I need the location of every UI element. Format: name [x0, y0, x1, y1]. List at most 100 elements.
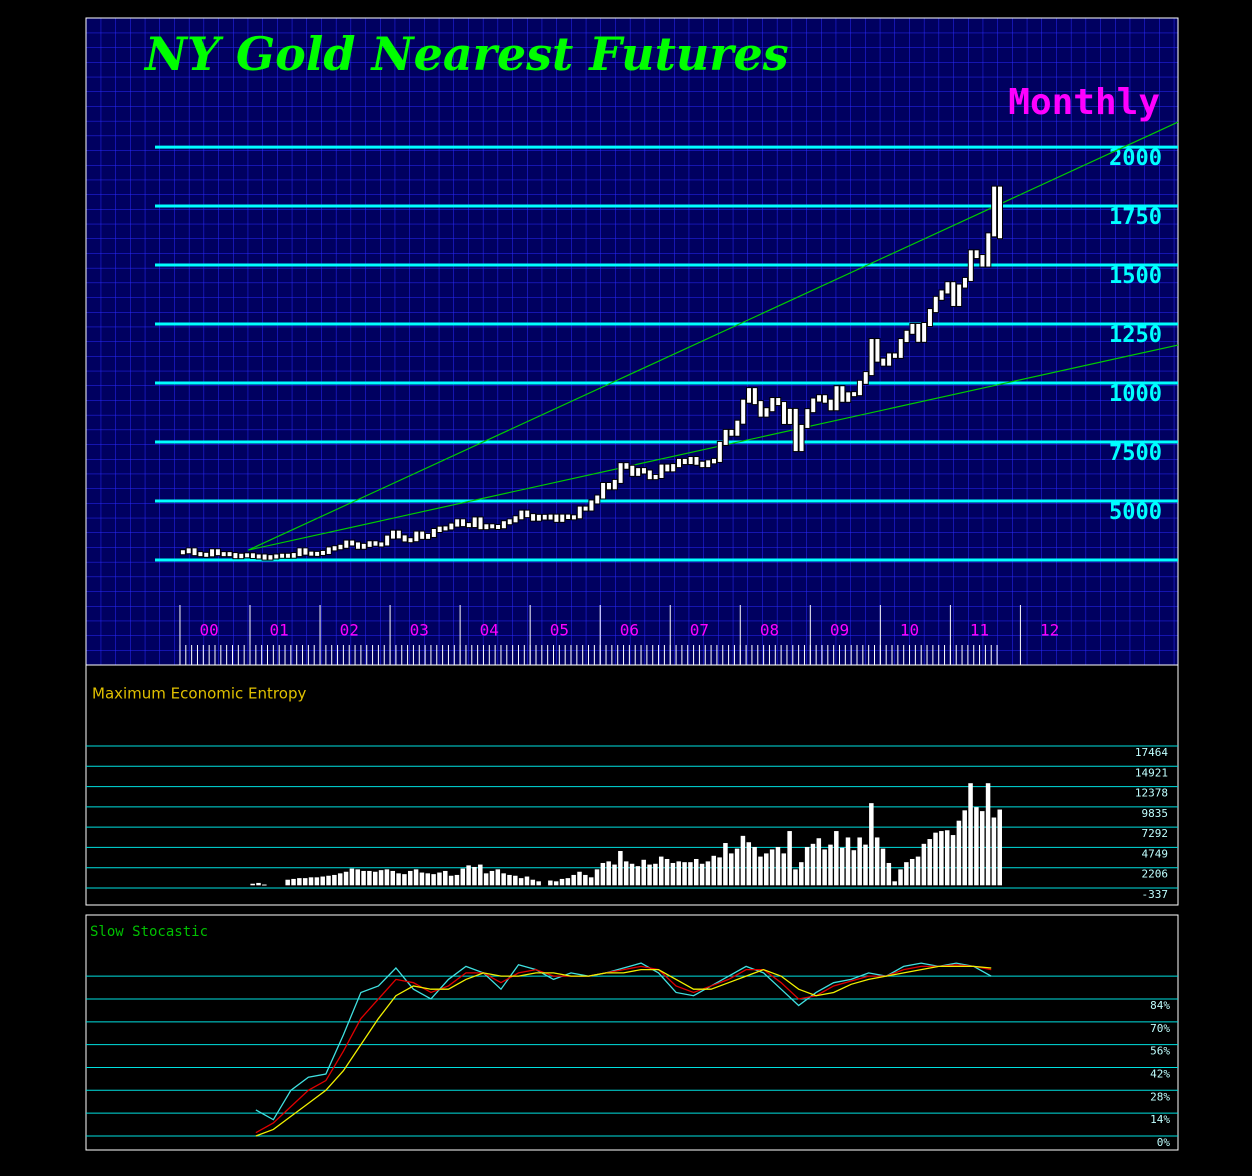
price-bar	[314, 550, 321, 557]
bar	[886, 862, 892, 886]
price-bar	[775, 397, 782, 407]
bar	[431, 874, 436, 886]
price-bar	[605, 481, 612, 491]
price-bar	[810, 397, 817, 414]
price-bar	[267, 554, 274, 561]
price-bar	[961, 276, 968, 289]
price-bar	[833, 385, 840, 412]
bar	[641, 859, 646, 886]
price-bar	[950, 281, 957, 307]
bar	[723, 843, 728, 886]
price-bar	[284, 552, 291, 559]
price-bar	[588, 499, 595, 512]
price-bar	[897, 338, 904, 359]
price-bar	[220, 551, 227, 558]
price-bar	[226, 551, 233, 558]
x-tick-label: 03	[410, 621, 429, 640]
price-bar	[331, 545, 338, 552]
price-bar	[629, 464, 636, 477]
x-tick-label: 07	[690, 621, 709, 640]
bar	[571, 874, 576, 886]
bar	[489, 870, 495, 886]
bar	[454, 874, 460, 886]
x-tick-label: 10	[900, 621, 919, 640]
bar	[256, 882, 261, 886]
bar	[857, 837, 862, 886]
price-bar	[506, 518, 513, 526]
price-bar	[349, 539, 356, 547]
bar	[670, 862, 676, 886]
price-bar	[460, 518, 467, 528]
price-bar	[880, 357, 887, 367]
price-bar	[395, 529, 402, 540]
trend-line	[248, 121, 1179, 551]
bar	[320, 876, 325, 886]
y-tick-label: 56%	[1150, 1045, 1170, 1058]
price-bar	[956, 283, 963, 307]
bar	[308, 877, 314, 886]
price-bar	[471, 516, 478, 529]
bar	[495, 869, 501, 886]
price-bar	[518, 509, 525, 521]
price-bar	[991, 185, 998, 238]
price-bar	[372, 540, 379, 547]
bar	[653, 863, 658, 886]
price-bar	[868, 338, 875, 377]
bar	[658, 856, 664, 886]
bar	[717, 857, 722, 886]
bar	[588, 877, 594, 886]
price-bar	[973, 249, 980, 260]
bar	[419, 872, 425, 886]
price-bar	[862, 371, 869, 385]
bar	[297, 878, 302, 886]
price-bar	[296, 547, 303, 558]
bar	[612, 864, 617, 886]
bar	[396, 873, 401, 886]
y-tick-label: 9835	[1142, 807, 1169, 820]
price-bar	[921, 322, 928, 343]
stochastic-line	[255, 964, 992, 1134]
y-tick-label: 5000	[1109, 500, 1162, 525]
bar	[536, 881, 541, 886]
y-tick-label: 14%	[1150, 1113, 1170, 1126]
bar	[553, 881, 559, 886]
price-bar	[909, 322, 916, 335]
price-bar	[203, 551, 210, 558]
price-bar	[658, 463, 665, 479]
price-bar	[360, 542, 367, 550]
y-tick-label: 42%	[1150, 1067, 1170, 1080]
bar	[892, 881, 897, 886]
bar	[705, 861, 711, 886]
price-bar	[845, 391, 852, 403]
price-bar	[524, 509, 531, 519]
price-bar	[886, 352, 893, 367]
price-bar	[827, 398, 834, 412]
bar	[845, 837, 851, 886]
price-bar	[816, 394, 823, 403]
y-tick-label: 7292	[1142, 827, 1169, 840]
bar	[968, 783, 973, 886]
price-bar	[500, 520, 507, 530]
price-bar	[746, 387, 753, 404]
price-bar	[535, 513, 542, 522]
price-bar	[185, 547, 192, 555]
bar	[425, 873, 431, 886]
bar	[262, 884, 267, 886]
bar	[326, 875, 331, 886]
price-bar	[419, 530, 426, 540]
price-bar	[757, 400, 764, 418]
price-bar	[244, 552, 251, 559]
price-bar	[670, 463, 677, 473]
x-tick-label: 00	[200, 621, 219, 640]
price-bar	[413, 530, 420, 543]
bar	[559, 878, 565, 886]
price-bar	[699, 460, 706, 469]
bar	[594, 869, 600, 886]
stochastic-line	[255, 962, 992, 1121]
bar	[693, 858, 699, 886]
price-bar	[425, 532, 432, 540]
price-bar	[512, 515, 519, 524]
price-bar	[611, 478, 618, 491]
bar	[962, 810, 967, 886]
bar	[839, 847, 845, 886]
